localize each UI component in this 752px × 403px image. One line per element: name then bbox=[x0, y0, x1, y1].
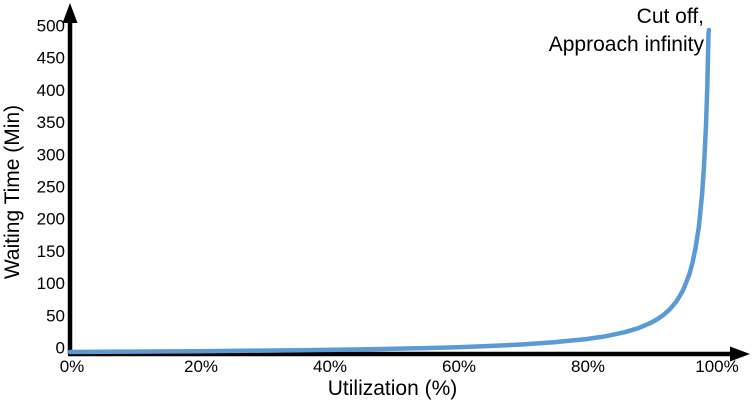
x-axis-arrowhead bbox=[730, 346, 750, 362]
y-tick-label: 150 bbox=[37, 242, 65, 261]
y-tick-label: 200 bbox=[37, 210, 65, 229]
y-tick-label: 450 bbox=[37, 49, 65, 68]
cutoff-annotation: Cut off, Approach infinity bbox=[549, 3, 704, 59]
x-tick-label: 40% bbox=[313, 357, 347, 376]
y-tick-label: 500 bbox=[37, 17, 65, 36]
x-tick-label: 0% bbox=[60, 357, 85, 376]
x-axis-title: Utilization (%) bbox=[327, 377, 458, 400]
y-tick-label: 400 bbox=[37, 81, 65, 100]
y-tick-label: 50 bbox=[46, 306, 65, 325]
y-tick-label: 350 bbox=[37, 113, 65, 132]
x-tick-label: 20% bbox=[184, 357, 218, 376]
x-tick-label: 60% bbox=[442, 357, 476, 376]
waiting-time-curve bbox=[67, 27, 712, 355]
annotation-line-2: Approach infinity bbox=[548, 33, 704, 56]
annotation-line-1: Cut off, bbox=[636, 5, 704, 28]
y-tick-label: 0 bbox=[56, 339, 65, 358]
y-tick-label: 100 bbox=[37, 274, 65, 293]
y-axis-title: Waiting Time (Min) bbox=[1, 104, 24, 280]
x-tick-label: 80% bbox=[571, 357, 605, 376]
y-tick-label: 300 bbox=[37, 145, 65, 164]
y-tick-label: 250 bbox=[37, 178, 65, 197]
x-tick-label: 100% bbox=[695, 357, 738, 376]
y-axis-arrowhead bbox=[62, 3, 78, 23]
